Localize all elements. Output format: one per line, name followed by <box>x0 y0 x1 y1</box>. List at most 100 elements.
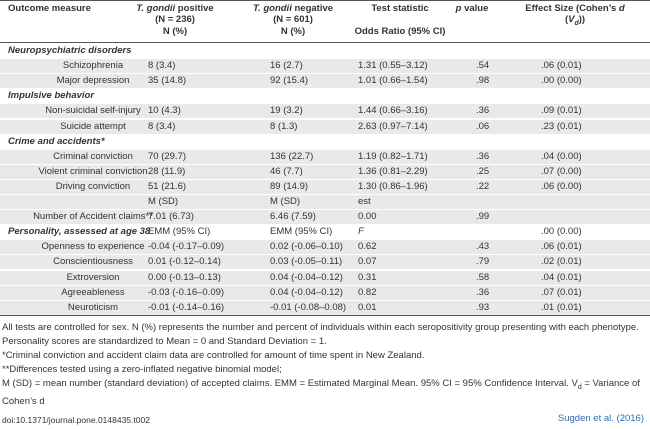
header-cell: Outcome measure <box>8 3 91 15</box>
cell: M (SD) <box>148 196 179 207</box>
text-run: value <box>461 3 489 14</box>
row-shade <box>0 59 650 74</box>
cell: .23 (0.01) <box>541 120 582 132</box>
row-label: Major depression <box>56 75 130 87</box>
cell: 8 (3.4) <box>148 60 176 72</box>
row-label: Violent criminal conviction <box>38 165 148 177</box>
header-cell: T. gondii positive <box>136 3 213 15</box>
row-shade <box>0 300 650 315</box>
cell: .04 (0.00) <box>541 150 582 162</box>
text-run: All tests are controlled for sex. N (%) … <box>2 322 639 347</box>
cell: 0.04 (-0.04–0.12) <box>270 286 343 298</box>
row-label: Neuroticism <box>67 301 119 313</box>
cell: .36 <box>476 105 490 117</box>
text-run: M (SD) = mean number (standard deviation… <box>2 378 578 389</box>
cell: 92 (15.4) <box>270 75 309 87</box>
header-cell: (Vd)) <box>565 14 585 30</box>
text-run: negative <box>291 3 334 14</box>
row-shade <box>0 164 650 179</box>
text-run: p <box>455 3 462 14</box>
cell: 28 (11.9) <box>148 165 186 177</box>
row-shade <box>0 119 650 134</box>
footnote: M (SD) = mean number (standard deviation… <box>2 377 642 409</box>
cell: EMM (95% CI) <box>148 226 211 238</box>
cell: .00 (0.00) <box>541 226 582 238</box>
cell: .09 (0.01) <box>541 105 582 117</box>
credit-link[interactable]: Sugden et al. (2016) <box>557 413 644 424</box>
cell: 6.46 (7.59) <box>270 211 316 223</box>
text-run: ( <box>564 14 569 25</box>
text-run: )) <box>578 14 586 25</box>
cell: .02 (0.01) <box>541 256 582 268</box>
cell: 0.82 <box>358 286 377 298</box>
cell: .36 <box>476 150 490 162</box>
cell: F <box>358 226 364 238</box>
row-shade <box>0 179 650 194</box>
cell: 0.02 (-0.06–0.10) <box>270 241 343 253</box>
text-run: d <box>618 3 625 14</box>
row-label: Criminal conviction <box>53 150 133 162</box>
header-cell: Test statistic <box>371 3 428 15</box>
row-label: Openness to experience <box>41 241 145 253</box>
row-label: Schizophrenia <box>62 60 124 72</box>
cell: 1.31 (0.55–3.12) <box>358 60 428 72</box>
cell: 0.00 (-0.13–0.13) <box>148 271 221 283</box>
cell: 51 (21.6) <box>148 180 187 192</box>
cell: .07 (0.01) <box>541 286 582 298</box>
footnote: All tests are controlled for sex. N (%) … <box>2 321 642 349</box>
cell: 89 (14.9) <box>270 180 309 192</box>
text-run: Effect Size (Cohen’s <box>525 3 619 14</box>
text-run: = Variance of Cohen’s d <box>2 378 640 407</box>
header-rule <box>0 42 650 43</box>
row-label: Driving conviction <box>55 180 131 192</box>
row-label: Non-suicidal self-injury <box>45 105 141 117</box>
cell: 7.01 (6.73) <box>148 211 194 223</box>
header-cell: Effect Size (Cohen’s d <box>525 3 624 15</box>
section-title: Personality, assessed at age 38 <box>8 226 151 238</box>
row-label: Conscientiousness <box>53 256 133 268</box>
header-cell: p value <box>456 3 489 15</box>
cell: 1.30 (0.86–1.96) <box>358 180 428 192</box>
text-run: **Differences tested using a zero-inflat… <box>2 364 282 375</box>
cell: 0.07 <box>358 256 377 268</box>
text-run: Outcome measure <box>8 3 91 14</box>
cell: est <box>358 196 371 207</box>
cell: 1.01 (0.66–1.54) <box>358 75 428 87</box>
cell: .25 <box>476 165 490 177</box>
cell: -0.01 (-0.08–0.08) <box>270 301 347 313</box>
cell: .58 <box>476 271 490 283</box>
row-label: Number of Accident claims** <box>33 211 153 223</box>
header-cell: N (%) <box>281 26 305 38</box>
row-shade <box>0 195 650 210</box>
cell: 136 (22.7) <box>270 150 314 162</box>
cell: .07 (0.00) <box>541 165 582 177</box>
section-title: Crime and accidents* <box>8 135 105 147</box>
cell: 0.01 <box>358 301 377 313</box>
cell: 0.04 (-0.04–0.12) <box>270 271 343 283</box>
cell: .00 (0.00) <box>541 75 582 87</box>
cell: -0.03 (-0.16–0.09) <box>148 286 225 298</box>
text-run: *Criminal conviction and accident claim … <box>2 350 425 361</box>
cell: 8 (1.3) <box>270 120 298 132</box>
cell: 8 (3.4) <box>148 120 176 132</box>
cell: .06 (0.00) <box>541 180 582 192</box>
text-run: T. gondii <box>252 3 292 14</box>
cell: .06 <box>476 120 490 132</box>
text-run: Odds Ratio (95% CI) <box>354 26 446 37</box>
header-cell: T. gondii negative <box>253 3 333 15</box>
cell: 46 (7.7) <box>270 165 303 177</box>
cell: .06 (0.01) <box>541 60 582 72</box>
cell: 16 (2.7) <box>270 60 303 72</box>
bottom-rule <box>0 315 650 316</box>
cell: .22 <box>476 180 490 192</box>
cell: .99 <box>476 211 490 223</box>
section-title: Impulsive behavior <box>8 90 95 102</box>
cell: .06 (0.01) <box>541 241 582 253</box>
doi: doi:10.1371/journal.pone.0148435.t002 <box>2 415 150 425</box>
row-shade <box>0 104 650 119</box>
cell: 0.01 (-0.12–0.14) <box>148 256 221 268</box>
cell: 10 (4.3) <box>148 105 181 117</box>
footnote: **Differences tested using a zero-inflat… <box>2 363 642 377</box>
text-run: N (%) <box>280 26 306 37</box>
